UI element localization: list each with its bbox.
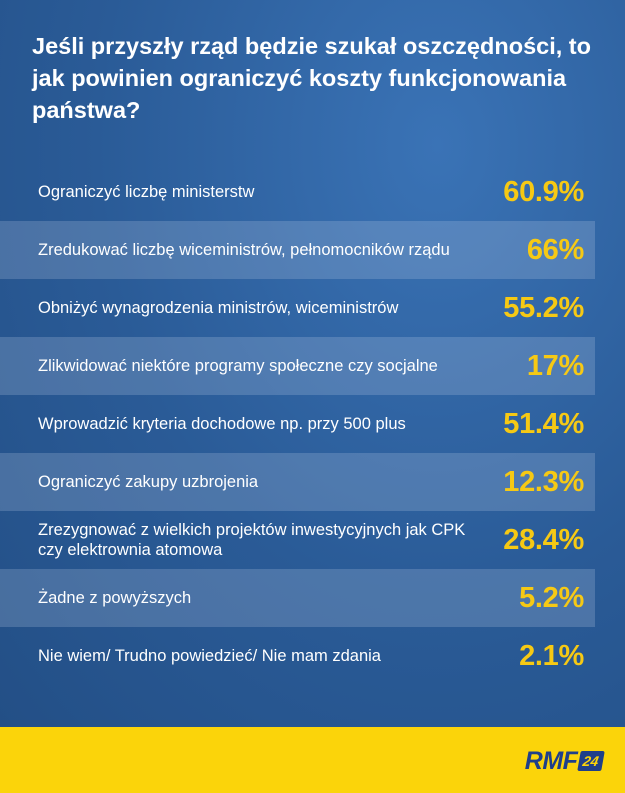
table-row: Ograniczyć zakupy uzbrojenia 12.3%	[0, 453, 595, 511]
table-row: Obniżyć wynagrodzenia ministrów, wicemin…	[0, 279, 595, 337]
row-label: Zredukować liczbę wiceministrów, pełnomo…	[38, 241, 450, 259]
row-value: 28.4%	[503, 523, 584, 556]
survey-table: Ograniczyć liczbę ministerstw 60.9% Zreduk…	[0, 163, 625, 685]
row-label: Ograniczyć zakupy uzbrojenia	[38, 473, 259, 491]
table-row: Zlikwidować niektóre programy społeczne …	[0, 337, 595, 395]
row-value: 5.2%	[519, 581, 584, 614]
row-value: 2.1%	[519, 639, 584, 672]
row-label: Nie wiem/ Trudno powiedzieć/ Nie mam zda…	[38, 647, 381, 665]
table-row: Zredukować liczbę wiceministrów, pełnomo…	[0, 221, 595, 279]
rmf24-logo: RMF 24	[524, 746, 605, 776]
row-label: Zrezygnować z wielkich projektów inwesty…	[38, 521, 466, 559]
row-value: 51.4%	[503, 407, 584, 440]
footer-bar: RMF 24	[0, 727, 625, 793]
row-value: 60.9%	[503, 175, 584, 208]
table-row: Zrezygnować z wielkich projektów inwesty…	[0, 511, 595, 569]
logo-text: RMF	[524, 746, 578, 775]
row-label: Żadne z powyższych	[38, 589, 192, 607]
row-value: 55.2%	[503, 291, 584, 324]
row-label: Ograniczyć liczbę ministerstw	[38, 183, 255, 201]
row-label: Zlikwidować niektóre programy społeczne …	[38, 357, 438, 375]
row-label: Wprowadzić kryteria dochodowe np. przy 5…	[38, 415, 406, 433]
table-row: Ograniczyć liczbę ministerstw 60.9%	[0, 163, 595, 221]
chart-background	[0, 0, 625, 727]
row-value: 17%	[526, 349, 584, 382]
chart-title: Jeśli przyszły rząd będzie szukał oszczę…	[32, 33, 591, 123]
row-value: 12.3%	[503, 465, 584, 498]
table-row: Żadne z powyższych 5.2%	[0, 569, 595, 627]
row-value: 66%	[526, 233, 584, 266]
table-row: Nie wiem/ Trudno powiedzieć/ Nie mam zda…	[0, 627, 595, 685]
row-label: Obniżyć wynagrodzenia ministrów, wicemin…	[38, 299, 399, 317]
table-row: Wprowadzić kryteria dochodowe np. przy 5…	[0, 395, 595, 453]
logo-badge: 24	[577, 751, 605, 771]
